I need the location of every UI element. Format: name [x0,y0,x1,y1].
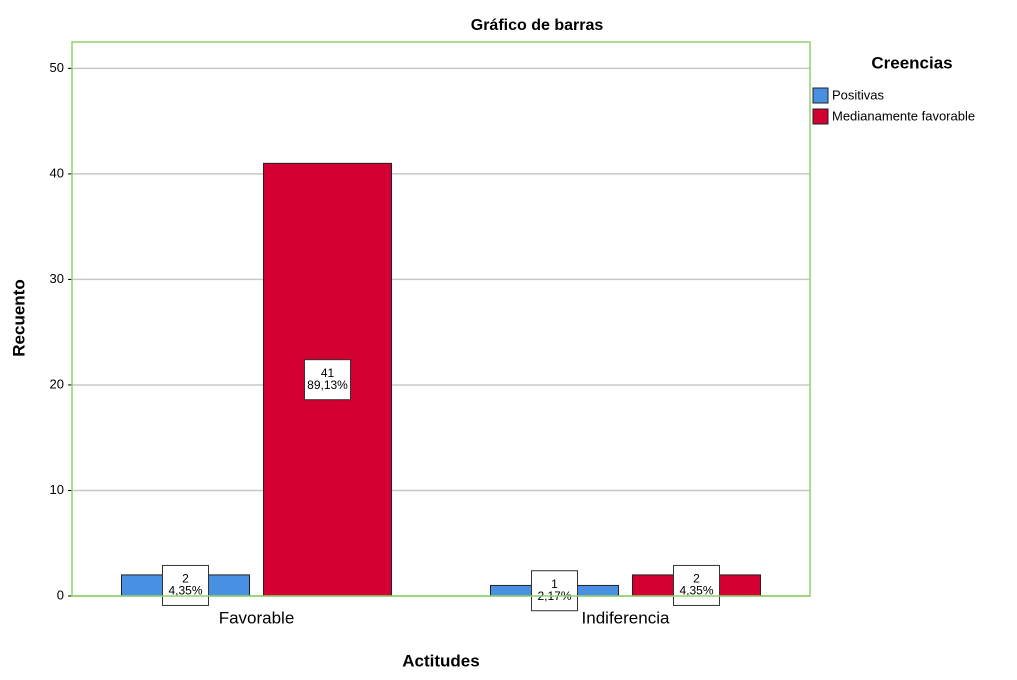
legend-swatch [812,87,829,104]
y-tick-label: 30 [50,271,64,286]
y-tick-label: 10 [50,482,64,497]
legend-swatch [812,108,829,125]
legend-title: Creencias [871,53,952,72]
x-tick-label: Favorable [219,608,295,627]
x-tick-label: Indiferencia [582,608,670,627]
legend-label: Positivas [832,87,885,102]
data-label: 2 [182,572,189,586]
y-tick-label: 0 [57,587,64,602]
y-tick-label: 40 [50,165,64,180]
data-label: 2 [693,572,700,586]
data-label-percent: 89,13% [307,378,348,392]
data-label-percent: 4,35% [679,584,713,598]
legend-label: Medianamente favorable [832,108,975,123]
data-label-percent: 4,35% [168,584,202,598]
data-label-box [673,564,720,606]
chart-title: Gráfico de barras [471,17,604,34]
x-axis-label: Actitudes [402,651,479,670]
y-axis-label: Recuento [9,279,28,356]
data-label: 41 [321,366,335,380]
data-label-box [304,359,351,401]
data-label-box [162,564,209,606]
data-label-box [531,570,578,612]
data-label: 1 [551,577,558,591]
y-tick-label: 20 [50,376,64,391]
y-tick-label: 50 [50,60,64,75]
